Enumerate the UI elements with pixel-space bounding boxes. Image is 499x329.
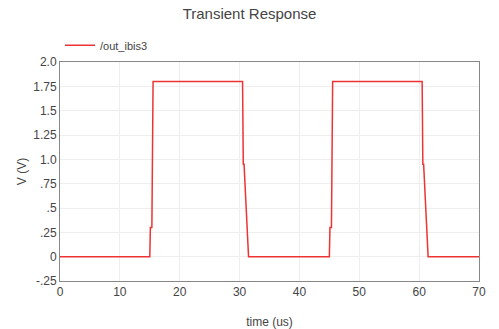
svg-text:1.0: 1.0 bbox=[40, 153, 57, 167]
svg-text:1.75: 1.75 bbox=[33, 80, 57, 94]
svg-text:1.5: 1.5 bbox=[40, 104, 57, 118]
svg-text:V (V): V (V) bbox=[15, 158, 29, 185]
svg-text:.75: .75 bbox=[40, 177, 57, 191]
svg-text:/out_ibis3: /out_ibis3 bbox=[100, 40, 147, 52]
svg-text:10: 10 bbox=[113, 285, 127, 299]
svg-text:.25: .25 bbox=[40, 226, 57, 240]
svg-text:40: 40 bbox=[293, 285, 307, 299]
svg-text:time (us): time (us) bbox=[246, 315, 293, 329]
svg-text:0: 0 bbox=[57, 285, 64, 299]
svg-text:0: 0 bbox=[50, 250, 57, 264]
svg-text:.5: .5 bbox=[47, 201, 57, 215]
svg-text:70: 70 bbox=[472, 285, 486, 299]
svg-text:-.25: -.25 bbox=[36, 274, 57, 288]
svg-text:60: 60 bbox=[412, 285, 426, 299]
svg-text:50: 50 bbox=[353, 285, 367, 299]
svg-text:Transient Response: Transient Response bbox=[183, 5, 317, 22]
svg-text:20: 20 bbox=[173, 285, 187, 299]
svg-text:30: 30 bbox=[233, 285, 247, 299]
svg-text:2.0: 2.0 bbox=[40, 55, 57, 69]
svg-text:1.25: 1.25 bbox=[33, 128, 57, 142]
